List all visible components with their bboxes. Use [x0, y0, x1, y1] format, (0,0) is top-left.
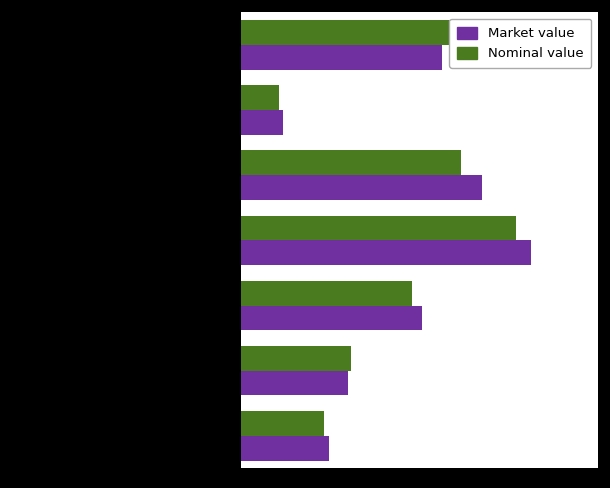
Bar: [241, 240, 531, 265]
Bar: [241, 436, 329, 461]
Bar: [241, 45, 442, 70]
Bar: [241, 281, 412, 305]
Legend: Market value, Nominal value: Market value, Nominal value: [450, 19, 591, 68]
Bar: [241, 150, 461, 175]
Bar: [241, 411, 325, 436]
Bar: [241, 175, 482, 200]
Bar: [241, 346, 351, 371]
Bar: [241, 371, 348, 395]
Bar: [241, 305, 422, 330]
Bar: [241, 20, 456, 45]
Bar: [241, 110, 282, 135]
Bar: [241, 85, 279, 110]
Bar: [241, 216, 516, 240]
